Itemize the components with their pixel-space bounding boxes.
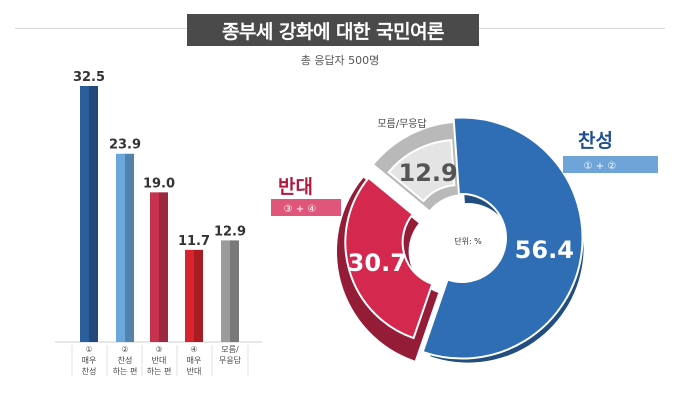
bar-shade xyxy=(89,86,98,342)
bar xyxy=(80,86,89,342)
bar-value-label: 12.9 xyxy=(214,224,246,239)
bar-category-label: ① xyxy=(85,345,92,354)
bar-shade xyxy=(230,240,239,342)
bar-category-label: 찬성 xyxy=(82,366,97,376)
bar-category-label: 반대 xyxy=(187,367,202,376)
bar-value-label: 32.5 xyxy=(73,70,105,85)
bar-category-label: 반대 xyxy=(152,356,167,365)
unknown-side-label: 모름/무응답 xyxy=(377,118,426,130)
bar xyxy=(150,192,159,342)
bar-category-label: 하는 편 xyxy=(113,366,138,376)
donut-slice xyxy=(344,176,434,340)
chart-subtitle: 총 응답자 500명 xyxy=(300,54,380,67)
disagree-note: ③ + ④ xyxy=(284,204,317,215)
bar-category-label: 매우 xyxy=(82,356,97,365)
bar xyxy=(221,240,230,342)
bar-shade xyxy=(159,192,168,342)
bar xyxy=(116,153,125,342)
bar-category-label: 모름/ xyxy=(221,345,239,354)
bar-category-label: ④ xyxy=(190,345,197,354)
donut-slice xyxy=(421,116,584,360)
bar-category-label: 찬성 xyxy=(118,355,133,365)
disagree-note-ribbon xyxy=(271,199,341,216)
donut-slice xyxy=(387,139,456,203)
bar-value-label: 19.0 xyxy=(143,176,175,191)
agree-note-ribbon xyxy=(563,156,658,173)
donut-value-label: 12.9 xyxy=(399,159,458,187)
bar-category-label: 무응답 xyxy=(219,355,242,365)
donut-value-label: 56.4 xyxy=(515,236,574,264)
donut-center-label: 단위: % xyxy=(454,236,482,246)
bar-category-label: ② xyxy=(121,345,128,354)
agree-note: ① + ② xyxy=(584,161,617,172)
disagree-side-label: 반대 xyxy=(278,176,313,198)
bar-category-label: ③ xyxy=(155,345,162,354)
bar-category-label: 매우 xyxy=(187,356,202,365)
bar-shade xyxy=(194,249,203,342)
bar-value-label: 23.9 xyxy=(109,138,141,153)
bar-category-label: 하는 편 xyxy=(147,366,172,376)
bar-shade xyxy=(125,153,134,342)
bar xyxy=(185,249,194,342)
chart-title: 종부세 강화에 대한 국민여론 xyxy=(187,14,479,46)
donut-value-label: 30.7 xyxy=(348,249,407,277)
agree-side-label: 찬성 xyxy=(578,130,613,152)
bar-value-label: 11.7 xyxy=(178,234,210,249)
